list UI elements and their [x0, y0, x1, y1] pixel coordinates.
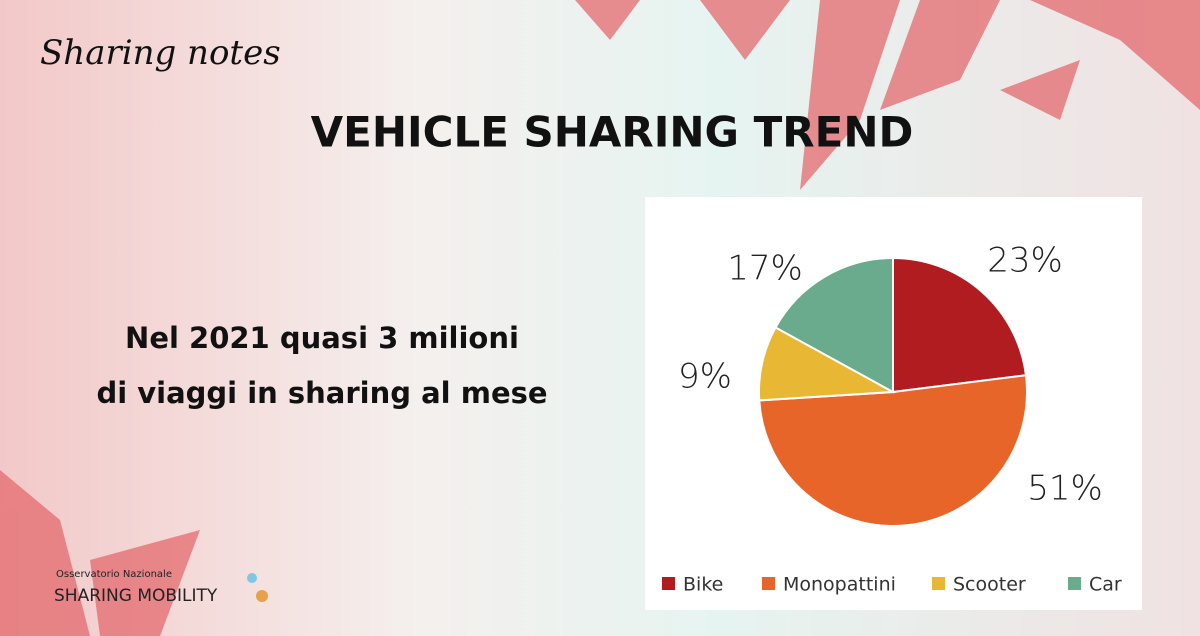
legend-label: Car: [1089, 574, 1122, 596]
subtitle-line: di viaggi in sharing al mese: [96, 376, 547, 410]
logo-line: Osservatorio Nazionale: [56, 569, 172, 580]
legend-swatch: [762, 577, 775, 590]
slice-label: 23%: [987, 241, 1063, 281]
pie-slice: [758, 374, 1028, 528]
legend-label: Scooter: [953, 574, 1026, 596]
logo-icon: [256, 590, 268, 602]
legend-label: Monopattini: [783, 574, 896, 596]
title: VEHICLE SHARING TREND: [311, 108, 914, 157]
legend-swatch: [662, 577, 675, 590]
logo-line: SHARING MOBILITY: [54, 586, 218, 606]
subtitle-line: Nel 2021 quasi 3 milioni: [125, 321, 519, 355]
legend-swatch: [1068, 577, 1081, 590]
slice-label: 9%: [678, 357, 732, 397]
slice-label: 17%: [727, 249, 803, 289]
pie-slice: [774, 256, 894, 394]
brand: Sharing notes: [40, 33, 281, 73]
logo-icon: [247, 573, 257, 583]
pie-slice: [892, 256, 1028, 394]
legend-label: Bike: [683, 574, 723, 596]
slice-label: 51%: [1027, 469, 1103, 509]
legend-swatch: [932, 577, 945, 590]
